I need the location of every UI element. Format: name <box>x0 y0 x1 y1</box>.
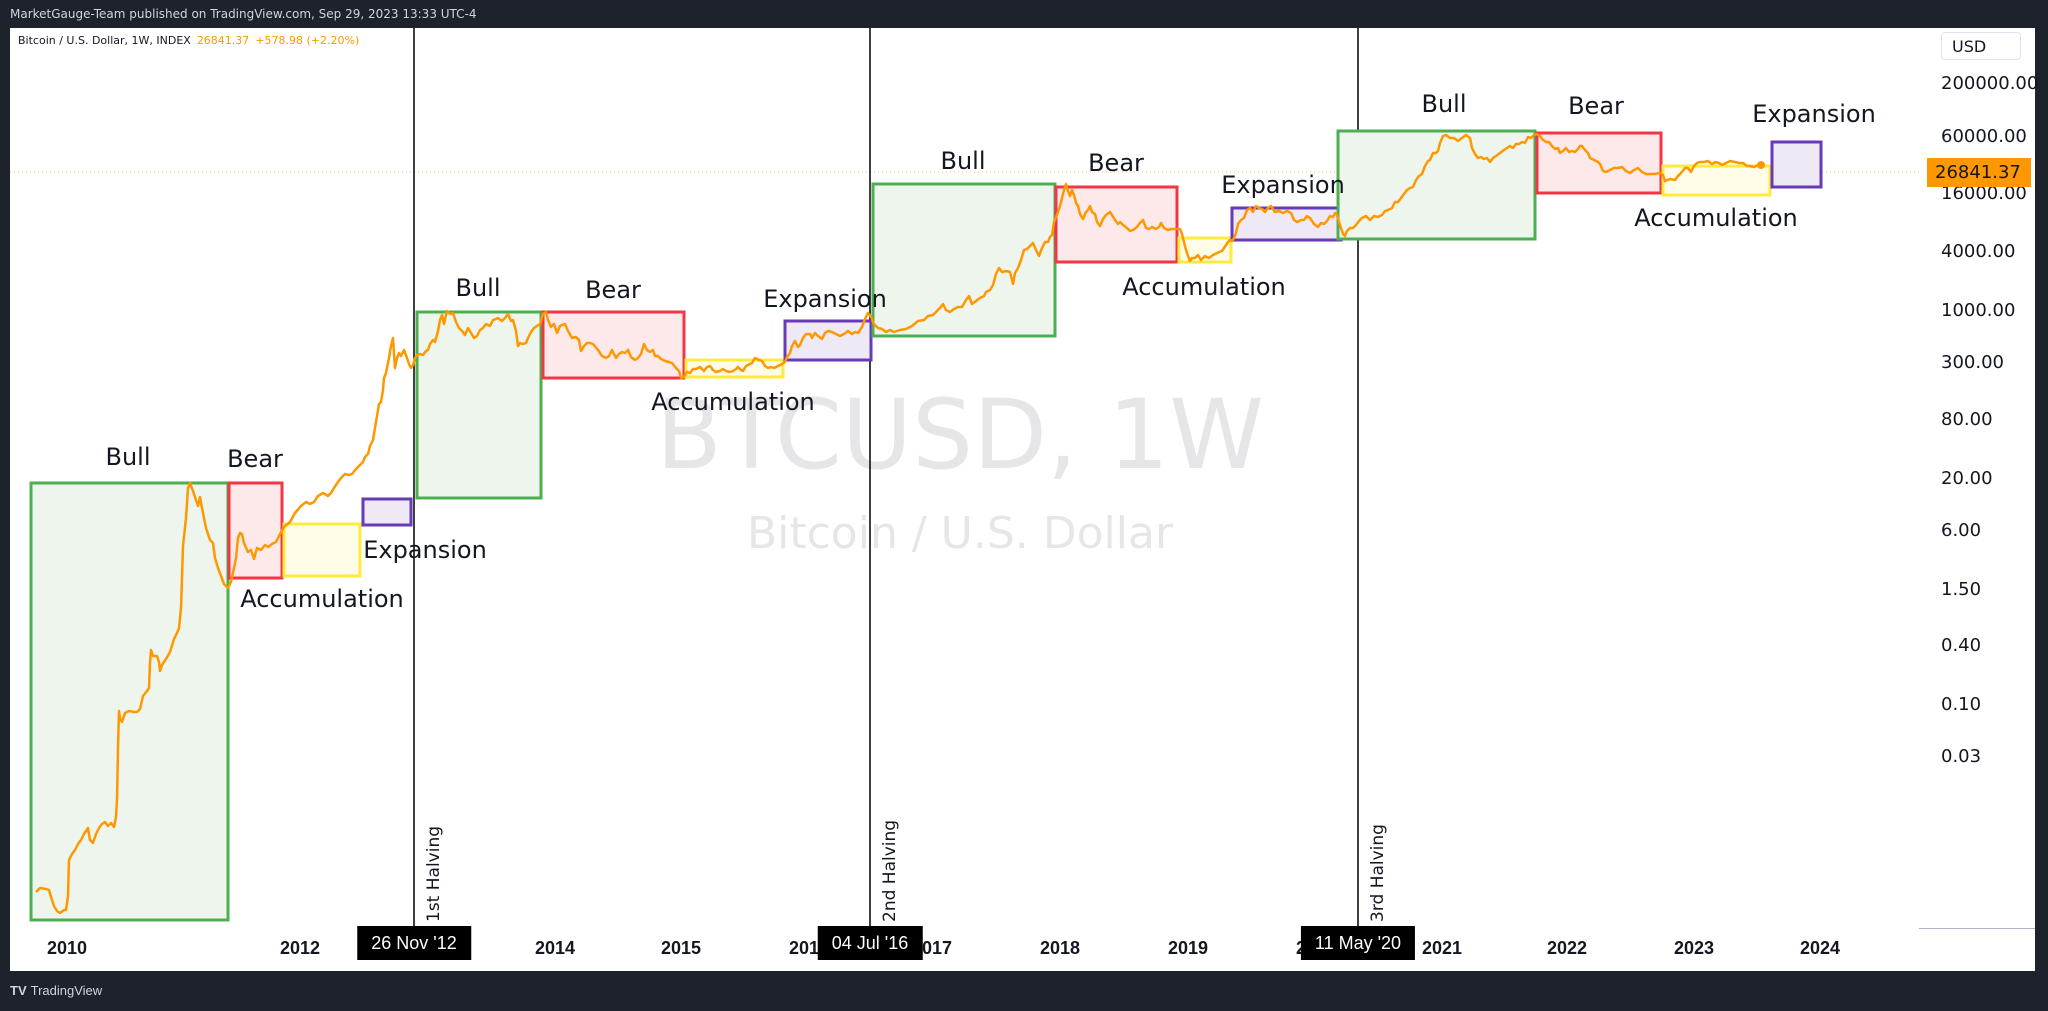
label-bull-1: Bull <box>105 443 150 471</box>
halving-label-2: 2nd Halving <box>880 820 900 922</box>
last-price-dot <box>1757 161 1765 169</box>
price-tick: 60000.00 <box>1941 126 2027 147</box>
halving-date-label: 26 Nov '12 <box>357 926 471 960</box>
time-tick: 2018 <box>1039 938 1081 958</box>
price-tick: 200000.00 <box>1941 73 2039 94</box>
time-axis[interactable]: 2010 2012 2014 2015 2016 2017 2018 2019 … <box>10 926 1919 971</box>
phase-box-bear-1 <box>227 481 284 580</box>
legend-change: +578.98 (+2.20%) <box>255 34 360 47</box>
time-tick: 2015 <box>660 938 702 958</box>
phase-box-bull-3 <box>871 182 1057 338</box>
price-tick: 0.40 <box>1941 635 1982 656</box>
phase-labels: Bull Bear Accumulation Expansion Bull Be… <box>105 90 1875 613</box>
time-tick: 2014 <box>534 938 576 958</box>
label-bull-3: Bull <box>940 147 985 175</box>
halving-date-label: 11 May '20 <box>1300 926 1416 960</box>
time-tick: 2019 <box>1167 938 1209 958</box>
price-tick: 1000.00 <box>1941 300 2016 321</box>
price-tick: 0.03 <box>1941 746 1982 767</box>
label-bull-4: Bull <box>1421 90 1466 118</box>
time-tick: 2022 <box>1546 938 1588 958</box>
legend-symbol: Bitcoin / U.S. Dollar, 1W, INDEX <box>18 34 191 47</box>
price-tick: 20.00 <box>1941 468 1993 489</box>
label-expansion-2: Expansion <box>763 285 887 313</box>
time-tick: 2024 <box>1799 938 1841 958</box>
label-accumulation-2: Accumulation <box>651 388 815 416</box>
halving-label-3: 3rd Halving <box>1368 824 1388 922</box>
symbol-legend[interactable]: Bitcoin / U.S. Dollar, 1W, INDEX 26841.37… <box>18 34 359 47</box>
watermark-title: BTCUSD, 1W <box>656 379 1264 491</box>
time-tick: 2012 <box>279 938 321 958</box>
label-expansion-4: Expansion <box>1752 100 1876 128</box>
phase-box-accumulation-1 <box>282 522 362 578</box>
price-tick: 300.00 <box>1941 352 2004 373</box>
watermark-subtitle: Bitcoin / U.S. Dollar <box>747 508 1174 559</box>
price-tick: 0.10 <box>1941 694 1982 715</box>
footer-brand[interactable]: TV TradingView <box>10 983 102 998</box>
phase-box-bull-1 <box>29 481 230 922</box>
label-expansion-3: Expansion <box>1221 171 1345 199</box>
phase-box-bear-4 <box>1535 131 1663 195</box>
price-tick: 80.00 <box>1941 409 1993 430</box>
phase-box-bear-2 <box>541 310 686 380</box>
label-bull-2: Bull <box>455 274 500 302</box>
label-bear-2: Bear <box>585 276 641 304</box>
price-line <box>35 132 1761 915</box>
phase-box-expansion-2 <box>783 319 873 362</box>
price-tick: 1.50 <box>1941 579 1982 600</box>
published-header: MarketGauge-Team published on TradingVie… <box>10 7 477 21</box>
label-expansion-1: Expansion <box>363 536 487 564</box>
axis-corner-divider <box>1919 928 2035 929</box>
label-bear-1: Bear <box>227 445 283 473</box>
price-tick: 4000.00 <box>1941 241 2016 262</box>
phase-box-accumulation-4 <box>1661 164 1772 197</box>
phase-box-expansion-1 <box>361 497 413 527</box>
time-tick: 2021 <box>1421 938 1463 958</box>
time-tick: 2010 <box>46 938 88 958</box>
label-accumulation-4: Accumulation <box>1634 204 1798 232</box>
tradingview-logo-icon: TV <box>10 983 27 998</box>
label-bear-3: Bear <box>1088 149 1144 177</box>
chart-panel[interactable]: BTCUSD, 1W Bitcoin / U.S. Dollar <box>10 28 2039 971</box>
label-accumulation-1: Accumulation <box>240 585 404 613</box>
halving-label-1: 1st Halving <box>424 826 444 922</box>
currency-selector[interactable]: USD <box>1941 32 2021 60</box>
price-tick: 6.00 <box>1941 520 1982 541</box>
time-tick: 2023 <box>1673 938 1715 958</box>
price-axis[interactable]: USD 200000.00 60000.00 16000.00 4000.00 … <box>1919 28 2039 928</box>
price-tick: 16000.00 <box>1941 183 2027 204</box>
phase-box-bull-4 <box>1336 129 1537 241</box>
current-price-label: 26841.37 <box>1927 158 2031 187</box>
halving-date-label: 04 Jul '16 <box>817 926 923 960</box>
legend-price: 26841.37 <box>196 34 250 47</box>
chart-plot[interactable]: BTCUSD, 1W Bitcoin / U.S. Dollar <box>10 28 1919 928</box>
phase-box-expansion-4 <box>1770 140 1823 189</box>
label-accumulation-3: Accumulation <box>1122 273 1286 301</box>
label-bear-4: Bear <box>1568 92 1624 120</box>
brand-name: TradingView <box>30 983 103 998</box>
